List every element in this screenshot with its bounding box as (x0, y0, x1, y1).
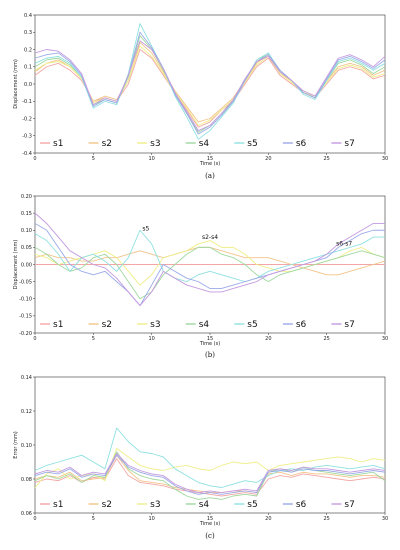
y-tick-label: 0.06 (21, 511, 32, 517)
y-tick-label: 0.15 (21, 211, 32, 217)
series-line-s6 (34, 454, 386, 495)
x-tick-label: 15 (207, 156, 213, 162)
y-tick-label: 0.14 (21, 375, 32, 381)
chart-panel-b: -0.20 -0.15 -0.10 -0.05 0.00 0.05 0.10 0.15 0.20… (13, 194, 388, 359)
annotation-label: s5 (142, 225, 149, 232)
x-tick-label: 20 (265, 336, 271, 342)
y-tick-label: 0.00 (21, 262, 32, 268)
y-axis-label: Displacement (mm) (13, 240, 19, 290)
legend-entry-s3: s3 (150, 139, 160, 149)
legend-entry-s1: s1 (53, 500, 63, 510)
x-tick-label: 20 (265, 156, 271, 162)
series-line-s1 (34, 458, 386, 497)
series-line-s7 (34, 40, 386, 132)
legend-entry-s6: s6 (296, 500, 307, 510)
legend-entry-s6: s6 (296, 139, 307, 149)
x-tick-label: 10 (148, 156, 154, 162)
series-line-s6 (34, 31, 386, 135)
y-axis-label: Displacement (mm) (13, 59, 19, 109)
y-tick-label: 0.20 (21, 194, 32, 200)
y-tick-label: -0.3 (22, 134, 32, 140)
legend-entry-s5: s5 (247, 139, 257, 149)
series-line-s4 (34, 451, 386, 500)
x-tick-label: 5 (92, 156, 95, 162)
legend-entry-s6: s6 (296, 320, 307, 330)
panel-label: (b) (205, 351, 215, 359)
series-line-s4 (34, 35, 386, 133)
legend-entry-s3: s3 (150, 320, 160, 330)
series-line-s5 (34, 427, 386, 488)
series-line-s7 (34, 212, 385, 307)
series-line-s3 (34, 45, 386, 126)
y-tick-label: -0.05 (19, 279, 32, 285)
series-line-s6 (34, 223, 385, 307)
y-tick-label: 0.2 (24, 47, 32, 53)
y-tick-label: 0.4 (24, 13, 32, 19)
y-tick-label: 0.3 (24, 30, 32, 36)
legend-entry-s4: s4 (199, 320, 210, 330)
y-tick-label: 0.10 (21, 228, 32, 234)
legend-entry-s1: s1 (53, 320, 63, 330)
y-tick-label: 0.10 (21, 443, 32, 449)
series-line-s3 (34, 447, 386, 488)
x-axis-label: Time (s) (199, 521, 220, 527)
annotation-label: s6-s7 (336, 241, 352, 248)
x-axis-label: Time (s) (199, 341, 220, 347)
series-line-s5 (34, 23, 386, 140)
legend-entry-s5: s5 (247, 500, 257, 510)
x-tick-label: 10 (148, 336, 154, 342)
y-tick-label: -0.20 (19, 331, 32, 337)
y-axis-label: Error (mm) (13, 431, 19, 458)
y-tick-label: 0.1 (24, 65, 32, 71)
legend-entry-s4: s4 (199, 500, 210, 510)
plot-frame (34, 14, 386, 154)
x-tick-label: 10 (148, 516, 154, 522)
x-tick-label: 25 (323, 156, 329, 162)
y-tick-label: 0.08 (21, 477, 32, 483)
legend-entry-s3: s3 (150, 500, 160, 510)
legend-entry-s7: s7 (344, 139, 354, 149)
x-tick-label: 15 (207, 516, 213, 522)
legend-entry-s1: s1 (53, 139, 63, 149)
x-tick-label: 30 (382, 156, 388, 162)
series-line-s2 (34, 42, 386, 123)
x-tick-label: 25 (323, 336, 329, 342)
x-tick-label: 30 (382, 516, 388, 522)
x-tick-label: 0 (33, 156, 36, 162)
y-tick-label: -0.4 (22, 151, 32, 157)
x-tick-label: 5 (92, 516, 95, 522)
chart-panel-a: -0.4 -0.3 -0.2 -0.1 0.0 0.1 0.2 0.3 0.4 0 5 10 15 20 2… (13, 13, 388, 180)
panel-label: (a) (205, 172, 215, 180)
x-axis-label: Time (s) (199, 161, 220, 167)
y-tick-label: -0.2 (22, 116, 32, 122)
legend-entry-s2: s2 (102, 500, 112, 510)
legend-entry-s7: s7 (344, 500, 354, 510)
chart-panel-c: 0.06 0.08 0.10 0.12 0.14 0 5 10 15 20 25 30 Time (s)… (13, 375, 388, 540)
y-tick-label: 0.0 (24, 82, 32, 88)
y-tick-label: -0.15 (19, 314, 32, 320)
legend-entry-s2: s2 (102, 139, 112, 149)
x-tick-label: 20 (265, 516, 271, 522)
annotation-label: s2-s4 (202, 234, 218, 241)
legend-entry-s4: s4 (199, 139, 210, 149)
x-tick-label: 30 (382, 336, 388, 342)
y-tick-label: -0.1 (22, 99, 32, 105)
y-tick-label: -0.10 (19, 297, 32, 303)
x-tick-label: 0 (33, 516, 36, 522)
x-tick-label: 0 (33, 336, 36, 342)
legend-entry-s2: s2 (102, 320, 112, 330)
x-tick-label: 5 (92, 336, 95, 342)
panel-label: (c) (205, 532, 215, 540)
legend-entry-s5: s5 (247, 320, 257, 330)
y-tick-label: 0.05 (21, 245, 32, 251)
x-tick-label: 25 (323, 516, 329, 522)
series-line-s4 (34, 246, 386, 300)
legend-entry-s7: s7 (344, 320, 354, 330)
x-tick-label: 15 (207, 336, 213, 342)
series-line-s7 (34, 453, 386, 494)
y-tick-label: 0.12 (21, 409, 32, 415)
